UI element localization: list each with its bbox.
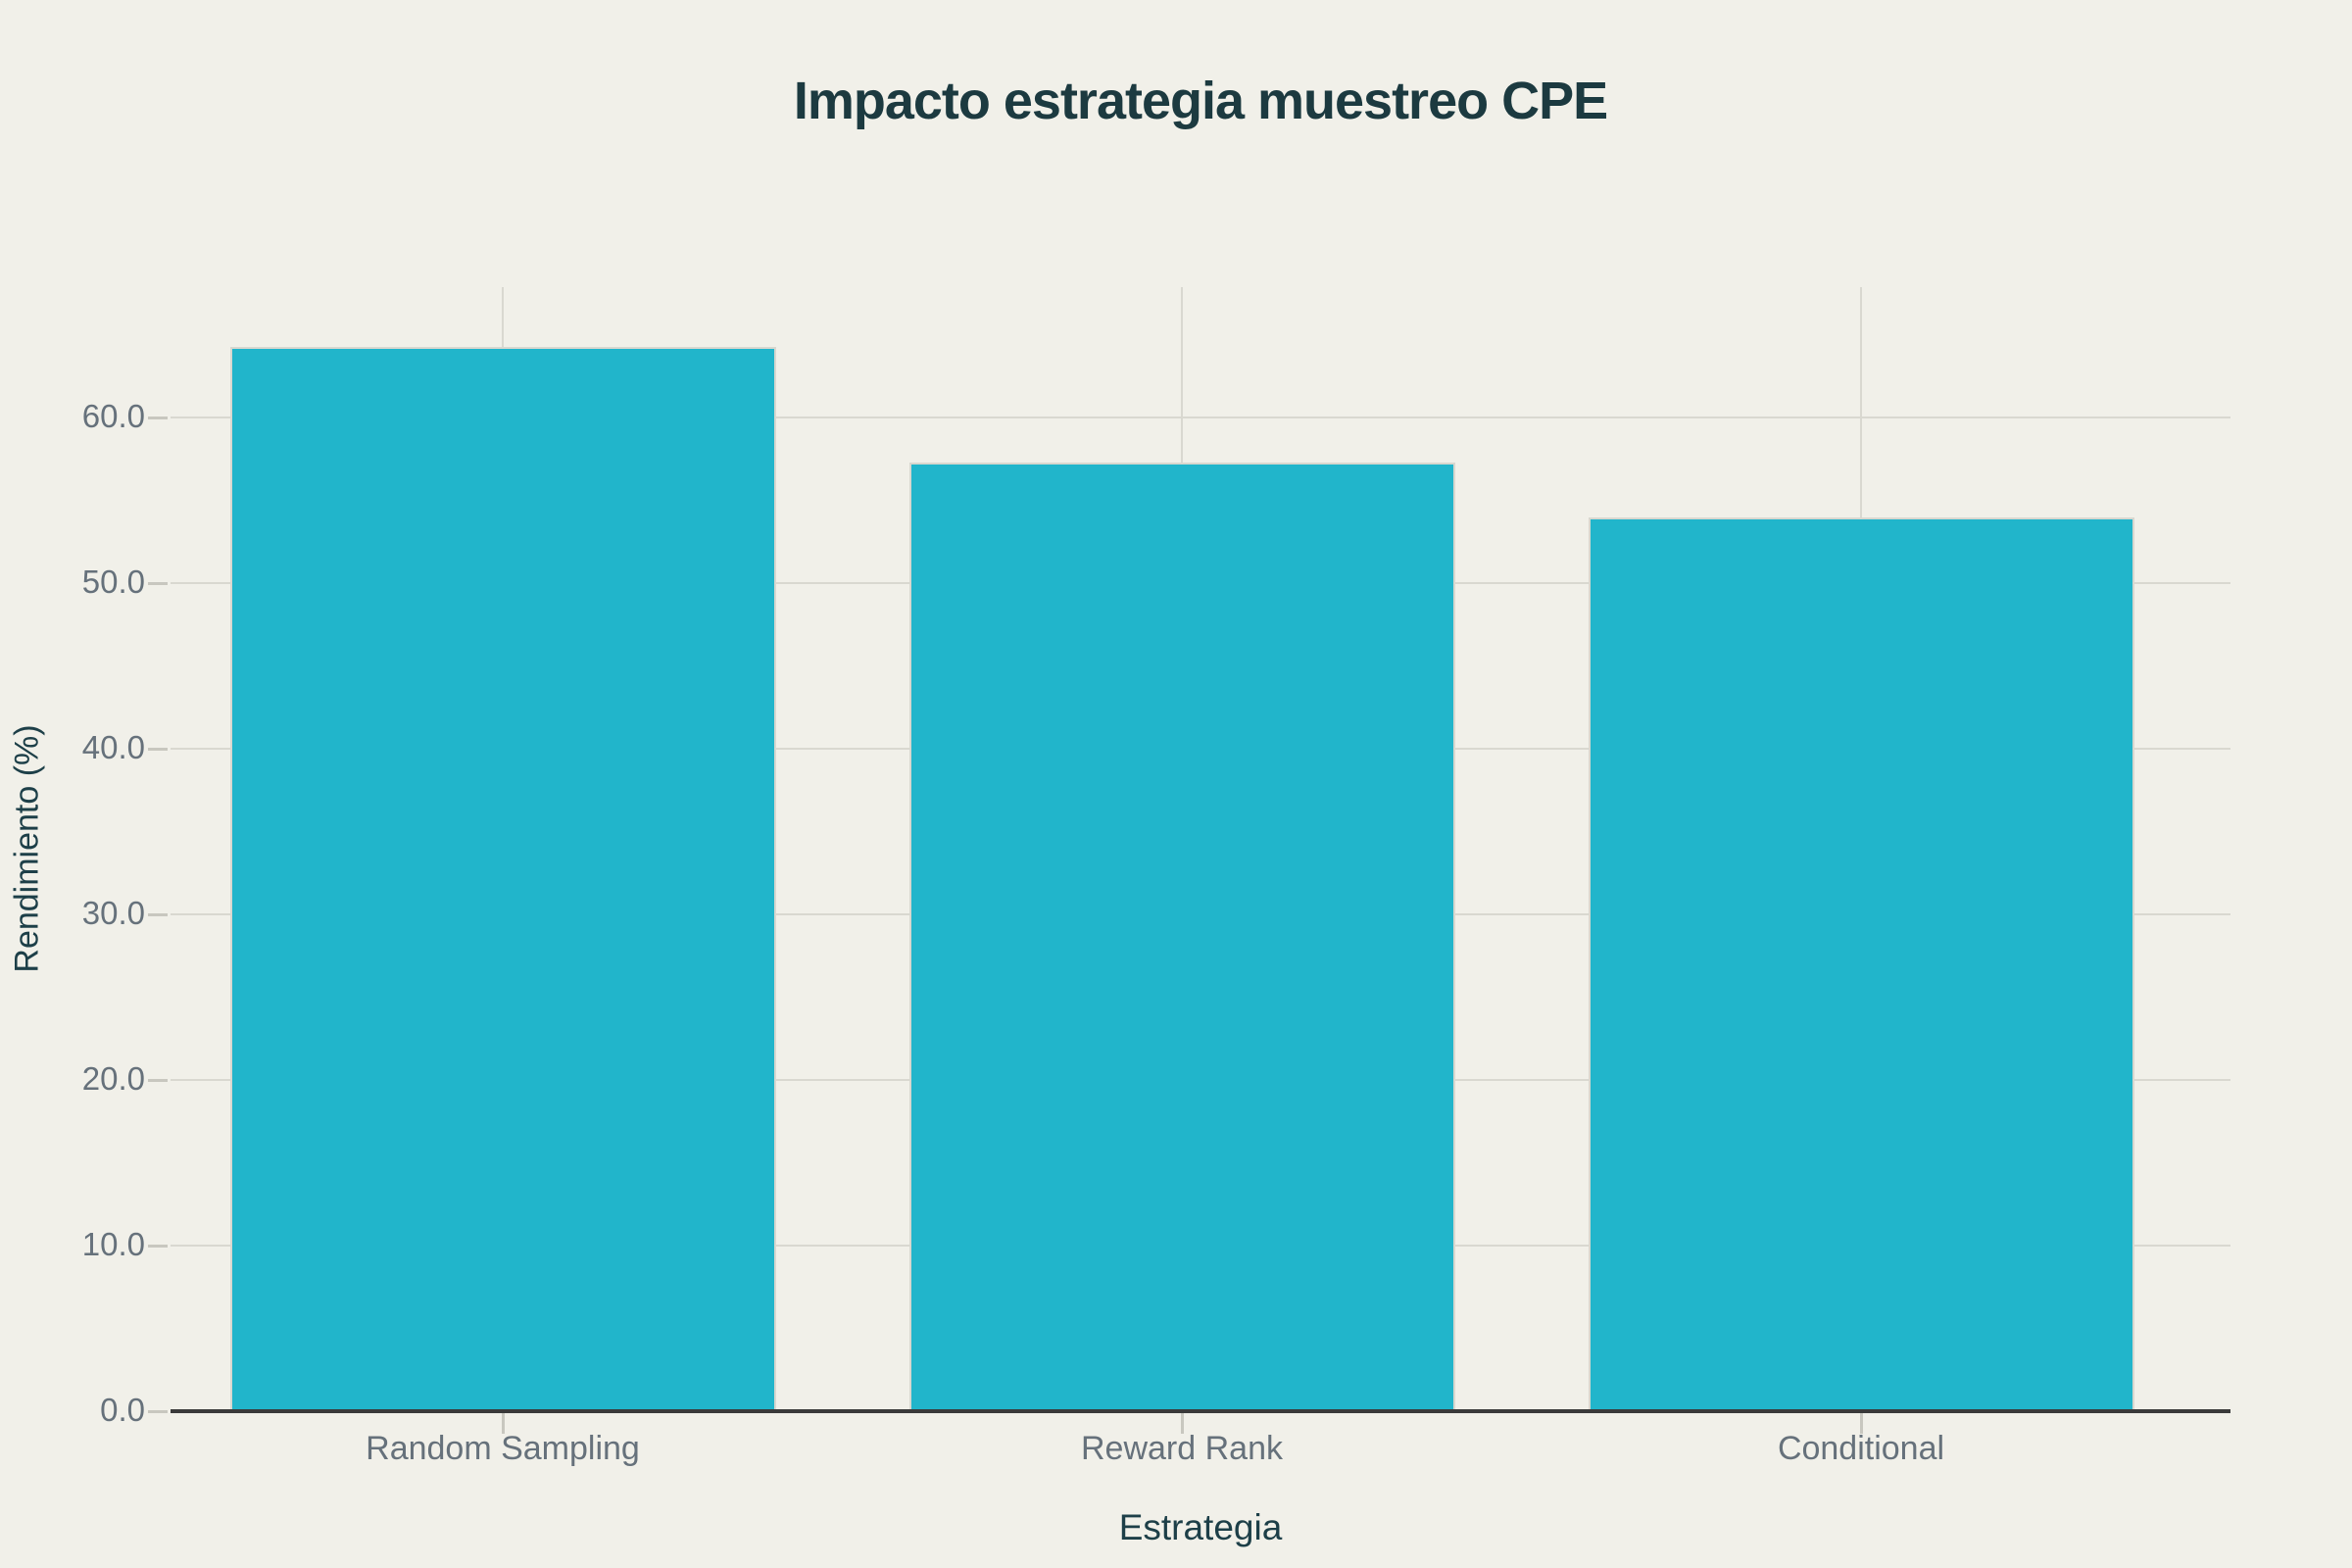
y-tick-label: 40.0 — [81, 729, 145, 766]
y-tick-mark — [148, 747, 168, 751]
y-tick-label: 20.0 — [81, 1060, 145, 1098]
chart-title: Impacto estrategia muestreo CPE — [793, 72, 1608, 130]
y-tick-mark — [148, 1409, 168, 1413]
y-tick-label: 0.0 — [100, 1392, 145, 1428]
y-tick-label: 30.0 — [81, 895, 145, 932]
bar-random-sampling[interactable] — [229, 346, 776, 1411]
y-tick-mark — [148, 912, 168, 916]
bar-conditional[interactable] — [1588, 516, 2134, 1411]
y-tick-label: 50.0 — [81, 564, 145, 601]
x-axis-title: Estrategia — [1118, 1507, 1283, 1547]
x-tick-label-random-sampling: Random Sampling — [366, 1430, 640, 1467]
y-tick-mark — [148, 581, 168, 585]
h-gridline — [171, 416, 2230, 419]
y-tick-mark — [148, 416, 168, 419]
x-tick-mark — [501, 1413, 505, 1434]
y-tick-label: 10.0 — [81, 1226, 145, 1263]
x-tick-label-conditional: Conditional — [1777, 1430, 1945, 1467]
x-axis-line — [171, 1409, 2230, 1413]
x-tick-label-reward-rank: Reward Rank — [1081, 1430, 1283, 1467]
x-tick-mark — [1180, 1413, 1184, 1434]
y-tick-label: 60.0 — [81, 398, 145, 435]
x-tick-mark — [1859, 1413, 1863, 1434]
bar-reward-rank[interactable] — [908, 462, 1455, 1411]
y-tick-mark — [148, 1244, 168, 1248]
y-tick-mark — [148, 1078, 168, 1082]
